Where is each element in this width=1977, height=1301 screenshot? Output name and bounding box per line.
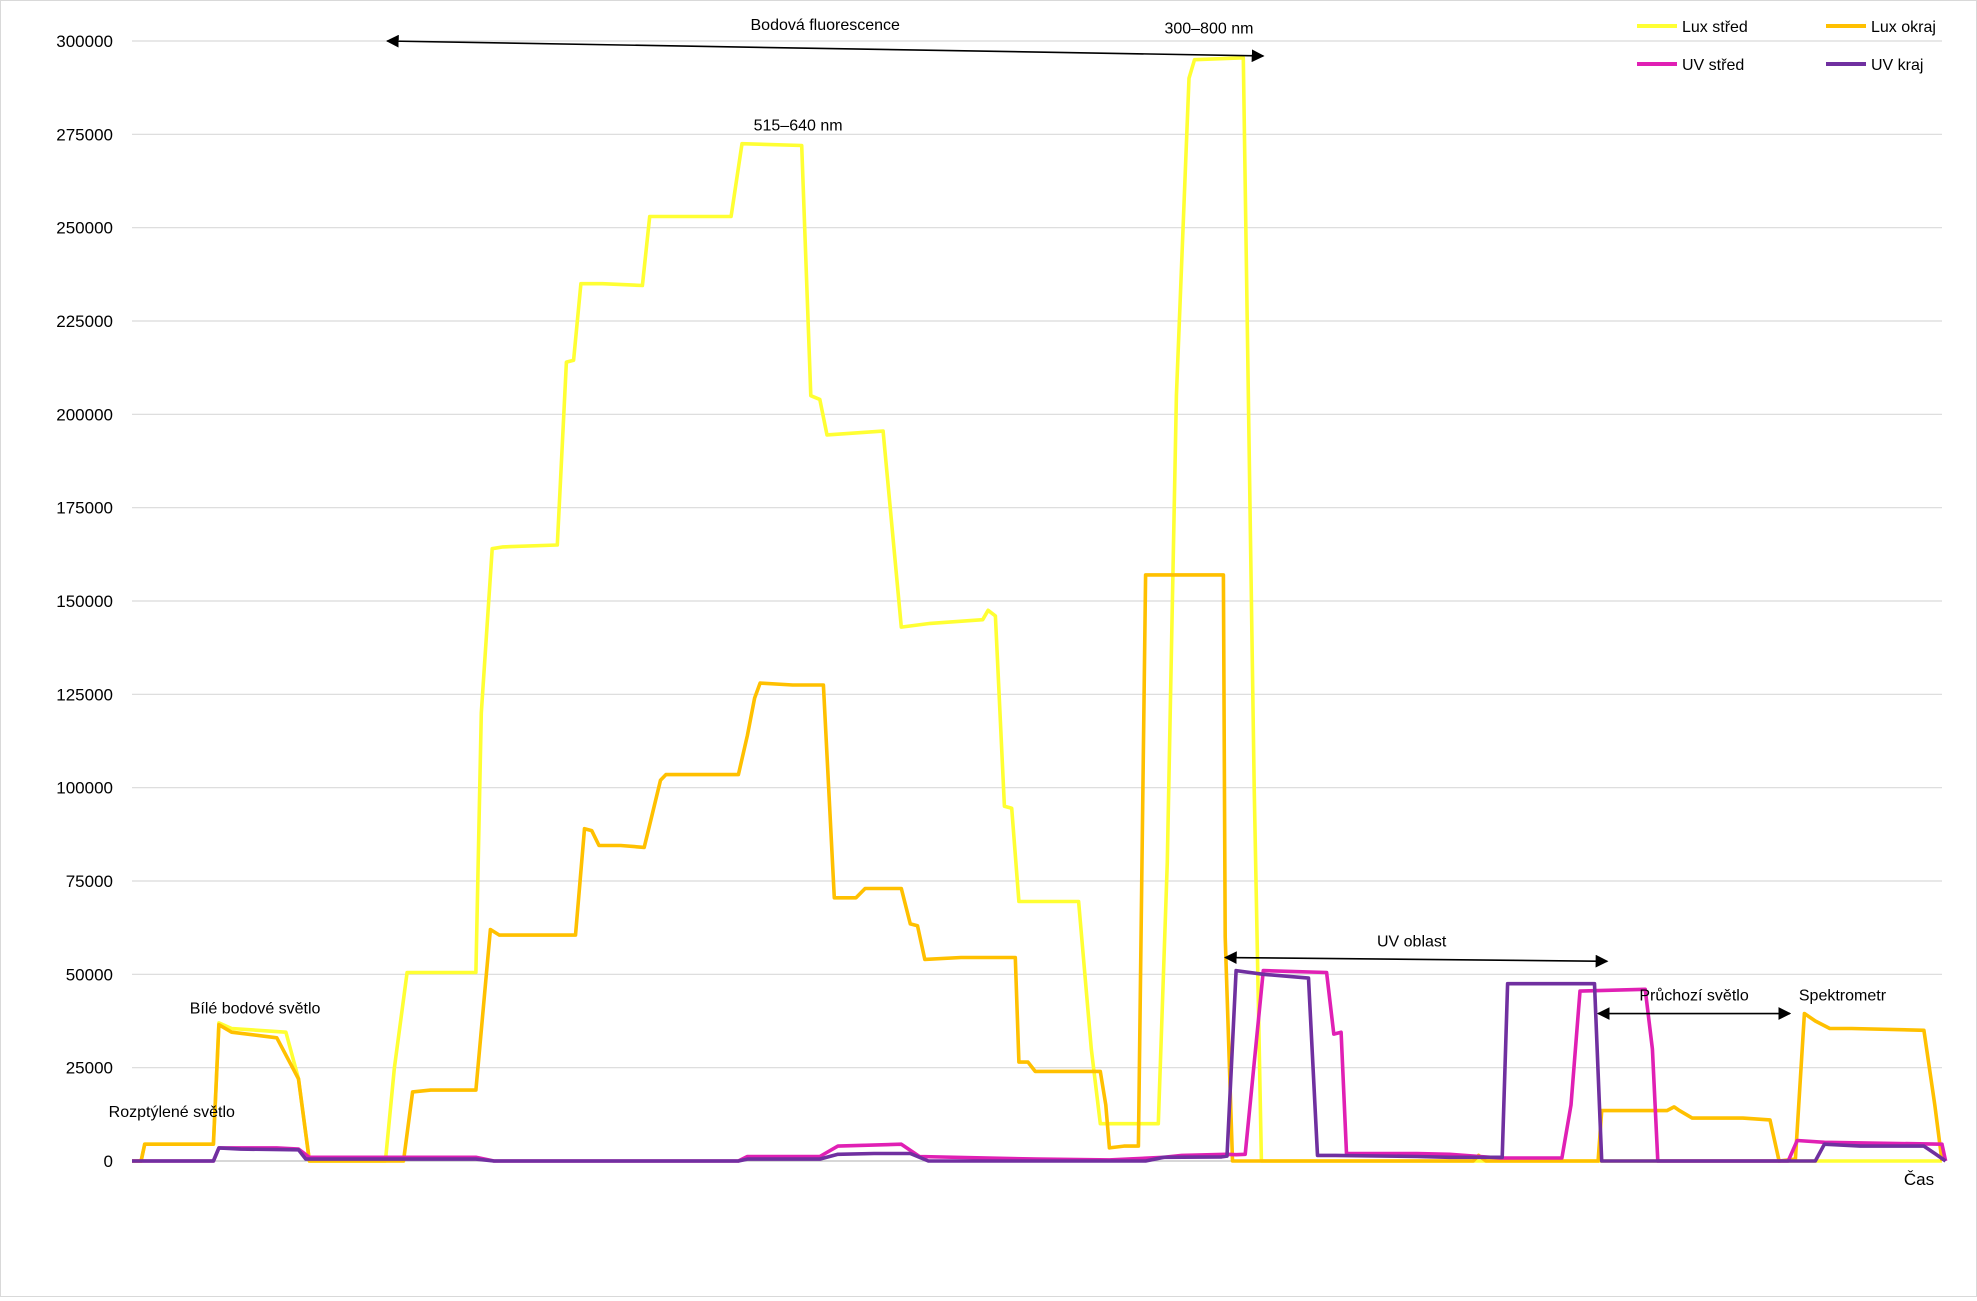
- annotations: Bodová fluorescence 300–800 nm 515–640 nm U…: [109, 17, 1887, 1121]
- annotation-arrows: [385, 34, 1792, 1020]
- y-tick-label: 250000: [56, 219, 113, 238]
- y-tick-label: 200000: [56, 405, 113, 424]
- annotation-uv-oblast: UV oblast: [1377, 933, 1447, 950]
- y-tick-label: 300000: [56, 32, 113, 51]
- legend: Lux střed Lux okraj UV střed UV kraj: [1637, 19, 1936, 74]
- arrow-bodova-fluorescence: [385, 34, 1265, 63]
- annotation-515-640-nm: 515–640 nm: [754, 118, 843, 135]
- y-tick-label: 150000: [56, 592, 113, 611]
- y-axis: 0 25000 50000 75000 100000 125000 150000 175000…: [56, 32, 113, 1171]
- y-tick-label: 125000: [56, 685, 113, 704]
- legend-label-lux-stred: Lux střed: [1682, 19, 1748, 36]
- y-tick-label: 50000: [66, 965, 113, 984]
- annotation-pruchozi-svetlo: Průchozí světlo: [1639, 986, 1748, 1004]
- y-tick-label: 225000: [56, 312, 113, 331]
- legend-label-uv-kraj: UV kraj: [1871, 57, 1923, 74]
- legend-label-uv-stred: UV střed: [1682, 57, 1744, 74]
- y-tick-label: 100000: [56, 779, 113, 798]
- y-tick-label: 275000: [56, 125, 113, 144]
- arrow-uv-oblast: [1223, 951, 1609, 968]
- annotation-spektrometr: Spektrometr: [1799, 987, 1887, 1004]
- x-axis-label: Čas: [1904, 1170, 1934, 1189]
- annotation-300-800-nm: 300–800 nm: [1164, 21, 1253, 38]
- y-tick-label: 175000: [56, 499, 113, 518]
- y-tick-label: 75000: [66, 872, 113, 891]
- y-tick-label: 25000: [66, 1059, 113, 1078]
- series-line-uv-kraj: [132, 968, 1947, 1163]
- annotation-rozptylene-svetlo: Rozptýlené světlo: [109, 1104, 235, 1121]
- legend-label-lux-okraj: Lux okraj: [1871, 19, 1936, 36]
- series-lines: [132, 56, 1948, 1163]
- annotation-bile-bodove-svetlo: Bílé bodové světlo: [190, 1001, 321, 1018]
- annotation-bodova-fluorescence: Bodová fluorescence: [751, 17, 901, 34]
- y-tick-label: 0: [104, 1152, 113, 1171]
- series-line-lux-okraj: [132, 573, 1944, 1163]
